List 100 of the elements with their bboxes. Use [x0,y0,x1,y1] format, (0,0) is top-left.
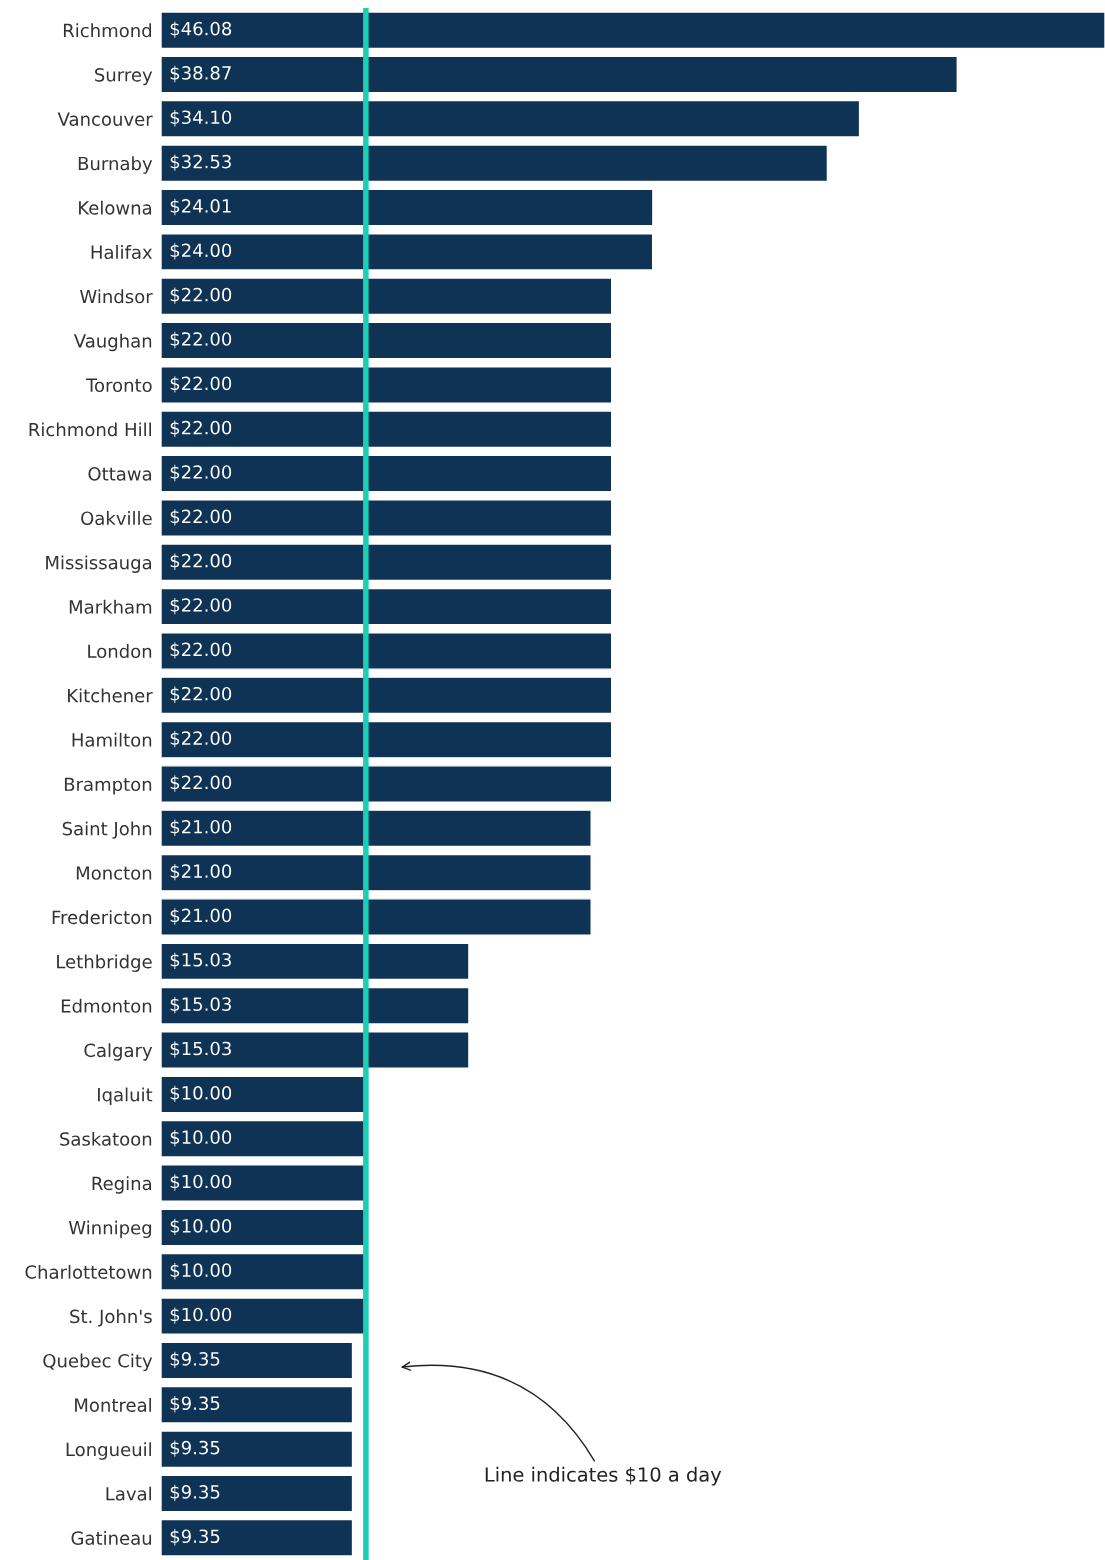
bar [161,366,613,404]
data-label: $10.00 [170,1085,232,1103]
bar [161,410,613,449]
data-label: $46.08 [170,21,232,38]
y-tick-label: Moncton [76,866,152,880]
y-tick-label: London [88,644,152,659]
data-label: $22.00 [170,287,232,304]
data-label: $9.35 [170,1351,220,1369]
data-label: $22.00 [170,464,232,482]
y-tick-label: Vancouver [57,112,153,126]
bar [161,277,613,316]
bar [161,55,958,94]
annotation: Line indicates $10 a day [485,1466,722,1486]
data-label: $24.01 [170,198,231,216]
data-label: $22.00 [170,642,232,659]
y-tick-label: Halifax [91,245,153,259]
data-label: $34.10 [170,110,232,127]
y-tick-label: Kitchener [68,688,153,703]
bar [161,1518,354,1557]
data-label: $22.00 [170,420,232,437]
bar [161,233,654,271]
y-tick-label: Richmond [63,23,152,38]
y-tick-label: Surrey [95,67,153,86]
y-tick-label: Charlottetown [25,1264,152,1279]
y-tick-label: Quebec City [43,1353,153,1372]
bar [161,942,470,981]
y-tick-label: Lethbridge [57,954,152,972]
y-tick-label: Gatineau [71,1530,152,1545]
y-tick-label: Brampton [64,777,152,795]
data-label: $10.00 [170,1307,232,1324]
y-tick-label: Richmond Hill [29,422,151,437]
bar [161,1430,354,1469]
data-label: $22.00 [170,553,232,570]
y-tick-label: Ottawa [88,467,152,481]
data-label: $10.00 [170,1174,232,1191]
bar [161,632,613,670]
data-label: $10.00 [170,1263,232,1280]
data-label: $22.00 [170,597,232,615]
y-tick-label: Vaughan [73,333,152,352]
y-tick-label: Saint John [62,821,152,839]
bar [161,454,613,493]
data-label: $10.00 [170,1218,232,1236]
y-tick-label: Oakville [81,511,152,526]
data-label: $21.00 [170,819,232,836]
bar [161,986,470,1025]
data-label: $38.87 [170,65,231,83]
data-label: $15.03 [170,1041,231,1058]
data-label: $9.35 [170,1440,220,1457]
y-tick-label: Burnaby [78,156,153,174]
y-tick-label: Hamilton [72,732,152,747]
bar [161,720,613,759]
data-label: $22.00 [170,376,232,393]
bar [161,543,613,582]
data-label: $22.00 [170,509,232,526]
bar [161,1385,354,1424]
bar [161,898,592,936]
bar [161,144,829,183]
y-tick-label: Winnipeg [68,1220,152,1239]
data-label: $10.00 [170,1130,232,1147]
y-tick-label: Iqaluit [98,1087,153,1106]
bar [161,587,613,626]
bar [161,765,613,803]
bar [161,853,592,892]
bar [161,99,861,138]
y-tick-label: Saskatoon [60,1131,152,1146]
data-label: $15.03 [170,996,231,1014]
y-tick-label: Laval [106,1486,151,1501]
bar [161,809,592,848]
bar [161,499,613,537]
bar [161,188,654,227]
y-tick-label: Calgary [84,1043,153,1061]
data-label: $21.00 [170,908,232,925]
data-label: $32.53 [170,154,231,171]
data-label: $9.35 [170,1484,220,1502]
y-tick-label: Fredericton [52,910,152,925]
bar [161,676,613,715]
bar [161,1474,354,1513]
bar [161,1031,470,1069]
y-tick-label: Longueuil [66,1442,151,1460]
y-tick-label: Kelowna [79,200,152,215]
bar [161,1341,354,1380]
data-label: $21.00 [170,863,232,881]
y-tick-label: Windsor [80,289,153,304]
y-tick-label: Montreal [75,1397,151,1412]
data-label: $15.03 [170,952,231,970]
bar [161,11,1105,50]
bar [161,321,613,360]
data-label: $22.00 [170,775,232,792]
y-tick-label: Mississauga [46,555,152,573]
data-label: $22.00 [170,331,232,349]
data-label: $22.00 [170,686,232,703]
data-label: $24.00 [170,243,232,260]
data-label: $9.35 [170,1529,220,1546]
y-tick-label: St. John's [70,1309,152,1327]
y-tick-label: Markham [69,599,152,614]
y-tick-label: Regina [92,1176,152,1194]
y-tick-label: Toronto [85,378,152,393]
y-tick-label: Edmonton [61,998,152,1013]
data-label: $22.00 [170,730,232,748]
data-label: $9.35 [170,1396,220,1413]
